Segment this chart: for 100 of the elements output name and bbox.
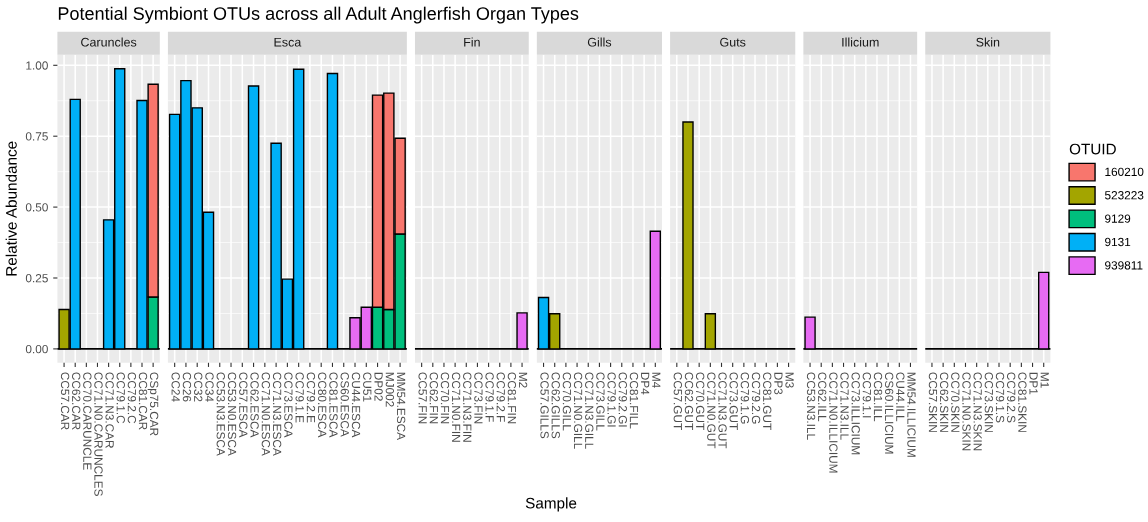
x-tick-label: CC62.ESCA bbox=[250, 372, 259, 438]
x-tick-label: CC62.ILL bbox=[818, 372, 827, 422]
x-tick-label: CC79.2.C bbox=[127, 372, 137, 424]
x-tick-label: CC62.SKIN bbox=[939, 372, 949, 432]
x-tick-label: CU51 bbox=[363, 372, 372, 402]
x-tick-label: CC57.ESCA bbox=[239, 372, 248, 438]
x-tick-label: CC73.ILLICIUM bbox=[851, 372, 860, 455]
x-tick-label: CC81.ILL bbox=[873, 372, 883, 422]
x-tick-label: CC79.1.C bbox=[116, 372, 125, 424]
x-tick-label: M1 bbox=[1040, 372, 1049, 388]
x-tick-label: CC24 bbox=[171, 372, 180, 402]
x-tick-label: DP4 bbox=[641, 372, 650, 395]
x-tick-label: CC70.FIN bbox=[440, 372, 450, 424]
x-tick-label: CC62.CAR bbox=[72, 372, 81, 430]
y-tick-label: 0.00 bbox=[25, 344, 48, 354]
x-tick-label: CC71.N0.SKIN bbox=[962, 372, 971, 451]
x-tick-label: CC71.N0.GUT bbox=[707, 372, 716, 449]
x-tick-label: CC79.1.I bbox=[862, 372, 872, 418]
x-tick-label: M4 bbox=[652, 372, 661, 388]
x-tick-label: CC62.GILLS bbox=[551, 372, 560, 439]
legend-label: 9129 bbox=[1105, 214, 1131, 223]
x-tick-label: CC57.FIN bbox=[418, 372, 427, 424]
chart-title: Esca bbox=[274, 37, 302, 47]
legend-label: 9131 bbox=[1105, 237, 1131, 247]
x-tick-label: MM54.ILLICIUM bbox=[907, 372, 916, 457]
x-tick-label: CC70.GILL bbox=[562, 372, 572, 431]
y-tick-label: 0.75 bbox=[25, 132, 48, 141]
x-tick-label: CC71.N0.ILLICIUM bbox=[829, 372, 838, 473]
x-tick-label: CC71.N0.FIN bbox=[451, 372, 461, 442]
x-tick-label: CC53.N3.ILL bbox=[806, 372, 816, 440]
chart-title: Illicium bbox=[842, 37, 879, 47]
x-tick-label: CC71.N3.ESCA bbox=[272, 372, 282, 456]
x-tick-label: CC79.1.GI bbox=[607, 372, 616, 427]
y-axis-title: Relative Abundance bbox=[5, 141, 17, 276]
x-tick-label: CC70.CARUNCLE bbox=[83, 372, 92, 470]
x-tick-label: MM54.ESCA bbox=[396, 372, 406, 441]
x-tick-label: CC79.1.G bbox=[740, 372, 750, 424]
x-tick-label: CS60.ILLICIUM bbox=[884, 372, 894, 454]
x-axis-title: Sample bbox=[525, 497, 577, 512]
x-tick-label: MJ002 bbox=[385, 372, 395, 407]
x-tick-label: CC71.N3.FIN bbox=[463, 372, 472, 442]
x-tick-label: CC53.N0.ESCA bbox=[227, 372, 237, 456]
x-tick-label: CC62.GUT bbox=[684, 372, 694, 430]
x-tick-label: DP1 bbox=[1029, 372, 1038, 395]
x-tick-label: CC79.2.F bbox=[496, 372, 505, 422]
chart-title: Fin bbox=[464, 37, 480, 47]
text: Potential Symbiont OTUs across all Adult Anglerfish Organ Types bbox=[58, 6, 579, 24]
x-tick-label: CC71.N0.GILL bbox=[573, 372, 583, 449]
x-tick-label: CC53.N3.ESCA bbox=[216, 372, 225, 456]
x-tick-label: CC79.1.F bbox=[485, 372, 494, 422]
x-tick-label: CC57.CAR bbox=[60, 372, 70, 430]
legend-label: 523223 bbox=[1104, 191, 1144, 200]
x-tick-label: CC79.2.S bbox=[1007, 372, 1016, 423]
x-tick-label: CC71.N0.CARUNCLES bbox=[94, 372, 103, 496]
x-tick-label: CC79.1.E bbox=[295, 372, 304, 423]
x-tick-label: CC81.SKIN bbox=[1018, 372, 1027, 432]
x-tick-label: CC81.ESCA bbox=[329, 372, 338, 438]
chart-title: Caruncles bbox=[81, 37, 137, 47]
x-tick-label: DP02 bbox=[374, 372, 383, 401]
x-tick-label: DP3 bbox=[774, 372, 783, 395]
x-tick-label: CC73.ESCA bbox=[284, 372, 293, 438]
x-tick-label: CC71.N3.SKIN bbox=[973, 372, 982, 451]
x-tick-label: CC26 bbox=[182, 372, 192, 402]
x-tick-label: CC32 bbox=[194, 372, 203, 402]
x-tick-label: CC73.GILL bbox=[596, 372, 605, 431]
x-tick-label: CU44.ILL bbox=[896, 372, 905, 422]
x-tick-label: CC81.FIN bbox=[507, 372, 517, 424]
x-tick-label: CC79.2.GI bbox=[618, 372, 627, 427]
x-tick-label: CC71.N3.GILL bbox=[585, 372, 594, 449]
x-tick-label: CC71.N3.ILL bbox=[840, 372, 849, 440]
y-tick-label: 0.50 bbox=[25, 203, 48, 212]
x-tick-label: CC34 bbox=[205, 372, 214, 402]
x-tick-label: CC79.2.E bbox=[306, 372, 316, 423]
y-tick-label: 0.25 bbox=[25, 274, 48, 283]
x-tick-label: CC79.2.G bbox=[751, 372, 761, 424]
x-tick-label: CC73.SKIN bbox=[984, 372, 994, 432]
x-tick-label: CC57.GUT bbox=[673, 372, 682, 430]
x-tick-label: CC57.SKIN bbox=[928, 372, 938, 432]
x-tick-label: M3 bbox=[785, 372, 794, 388]
x-tick-label: CC79.1.S bbox=[995, 372, 1005, 423]
x-tick-label: CC80.ESCA bbox=[318, 372, 327, 438]
x-tick-label: CC71.N3.GUT bbox=[718, 372, 727, 449]
x-tick-label: CS60.ESCA bbox=[340, 372, 349, 437]
legend-title: OTUID bbox=[1069, 143, 1116, 155]
y-tick-label: 1.00 bbox=[26, 61, 48, 70]
legend-label: 160210 bbox=[1105, 167, 1144, 177]
x-tick-label: CC62.FIN bbox=[429, 372, 438, 424]
chart-title: Skin bbox=[976, 37, 1000, 47]
x-tick-label: CC81.CAR bbox=[138, 372, 148, 430]
legend-label: 939811 bbox=[1105, 261, 1143, 270]
x-tick-label: M2 bbox=[519, 372, 528, 388]
x-tick-label: CC57.GILLS bbox=[540, 372, 549, 439]
x-tick-label: CC73.GUT bbox=[729, 372, 738, 430]
chart-title: Guts bbox=[720, 37, 746, 47]
x-tick-label: CC81.FILL bbox=[629, 372, 639, 429]
x-tick-label: CC71.N3.CAR bbox=[105, 372, 114, 449]
x-tick-label: CC73.FIN bbox=[474, 372, 483, 424]
x-tick-label: CC70.GUT bbox=[695, 372, 705, 430]
chart-title: Gills bbox=[587, 37, 612, 47]
x-tick-label: CC70.SKIN bbox=[951, 372, 960, 432]
